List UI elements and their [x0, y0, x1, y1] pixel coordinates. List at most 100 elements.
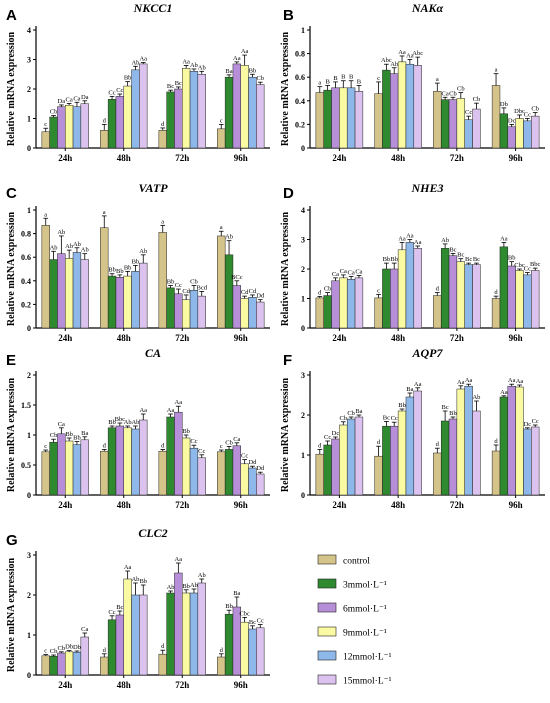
bar: [182, 299, 191, 329]
bar: [232, 63, 241, 149]
bar: [331, 87, 340, 149]
significance-label: Bb: [139, 578, 147, 585]
significance-label: d: [436, 441, 440, 448]
bar: [72, 106, 82, 149]
significance-label: Cd: [182, 288, 190, 295]
significance-label: Aa: [175, 556, 183, 563]
bar: [390, 425, 399, 496]
significance-label: Aa: [406, 233, 414, 240]
significance-label: Bb: [124, 75, 132, 82]
bar: [131, 428, 140, 496]
bar: [464, 264, 473, 329]
bar: [248, 467, 257, 496]
x-tick-label: 96h: [234, 153, 248, 163]
y-tick-label: 2: [27, 591, 31, 600]
bar: [323, 444, 332, 496]
bar: [339, 87, 348, 149]
y-tick-label: 4: [301, 206, 305, 215]
bar: [531, 426, 540, 496]
x-tick-label: 24h: [332, 500, 346, 510]
x-tick-label: 48h: [391, 500, 405, 510]
significance-label: Cb: [50, 109, 58, 116]
bar: [115, 277, 124, 329]
significance-label: Cc: [116, 87, 123, 94]
y-axis-label: Relative mRNA expression: [6, 377, 17, 492]
y-tick-label: 0: [27, 324, 31, 333]
y-tick-label: 0.8: [21, 230, 31, 239]
y-tick-label: 0.2: [295, 120, 305, 129]
bar: [531, 270, 540, 329]
bar: [397, 249, 407, 329]
bar: [80, 439, 89, 496]
bar: [256, 627, 265, 676]
significance-label: Bbc: [115, 416, 126, 423]
significance-label: Cb: [225, 439, 233, 446]
significance-label: c: [377, 287, 380, 294]
bar: [456, 98, 465, 149]
significance-label: Aa: [414, 381, 422, 388]
bar: [440, 99, 450, 149]
significance-label: Cb: [50, 432, 58, 439]
significance-label: Dd: [256, 465, 265, 472]
significance-label: Ca: [81, 626, 88, 633]
bar: [413, 390, 422, 496]
bar: [189, 289, 199, 329]
y-tick-label: 0.4: [21, 277, 31, 286]
y-tick-label: 3: [301, 371, 305, 380]
y-tick-label: 2: [27, 371, 31, 380]
chart-title: NKCC1: [133, 1, 173, 15]
significance-label: Ba: [81, 430, 88, 437]
bar: [41, 655, 50, 676]
significance-label: a: [495, 67, 498, 74]
significance-label: Cc: [257, 618, 264, 625]
significance-label: Ba: [406, 386, 413, 393]
bar: [346, 279, 356, 329]
significance-label: Ab: [441, 237, 449, 244]
bar: [390, 268, 399, 329]
significance-label: c: [44, 648, 47, 655]
bar: [397, 61, 407, 149]
panel-e: E CA Relative mRNA expression 0 0.5 1 1.5 2 24h c…: [6, 346, 270, 510]
bar: [174, 411, 183, 496]
bar: [158, 450, 167, 496]
significance-label: Da: [58, 98, 66, 105]
significance-label: Ab: [73, 241, 81, 248]
significance-label: Cc: [324, 434, 331, 441]
significance-label: Ab: [390, 61, 398, 68]
y-tick-label: 3: [27, 56, 31, 65]
significance-label: Abc: [381, 57, 392, 64]
legend-label: 6mmol·L⁻¹: [343, 605, 387, 615]
x-tick-label: 96h: [509, 500, 523, 510]
significance-label: Ab: [131, 576, 139, 583]
bar: [158, 130, 167, 149]
x-tick-label: 72h: [450, 500, 464, 510]
bar: [331, 280, 340, 329]
bar: [354, 277, 364, 329]
bar: [65, 651, 74, 676]
significance-label: Bc: [449, 246, 456, 253]
legend-swatch: [317, 650, 337, 661]
significance-label: Ca: [233, 436, 240, 443]
x-tick-label: 48h: [117, 153, 131, 163]
bar: [433, 91, 442, 149]
significance-label: Aa: [398, 49, 406, 56]
bar: [339, 424, 348, 496]
bar: [374, 297, 383, 329]
significance-label: Bb: [383, 256, 391, 263]
significance-label: Bb: [225, 603, 233, 610]
bar: [472, 108, 481, 149]
bar: [248, 628, 257, 676]
bar: [531, 115, 540, 149]
bar: [123, 275, 132, 329]
significance-label: Cb: [50, 648, 58, 655]
y-tick-label: 0.5: [21, 461, 31, 470]
y-tick-label: 3: [301, 236, 305, 245]
y-tick-label: 1: [27, 115, 31, 124]
bar: [72, 651, 82, 676]
significance-label: Ab: [167, 584, 175, 591]
x-tick-label: 24h: [58, 680, 72, 690]
significance-label: Cb: [347, 410, 355, 417]
significance-label: Aa: [508, 377, 516, 384]
